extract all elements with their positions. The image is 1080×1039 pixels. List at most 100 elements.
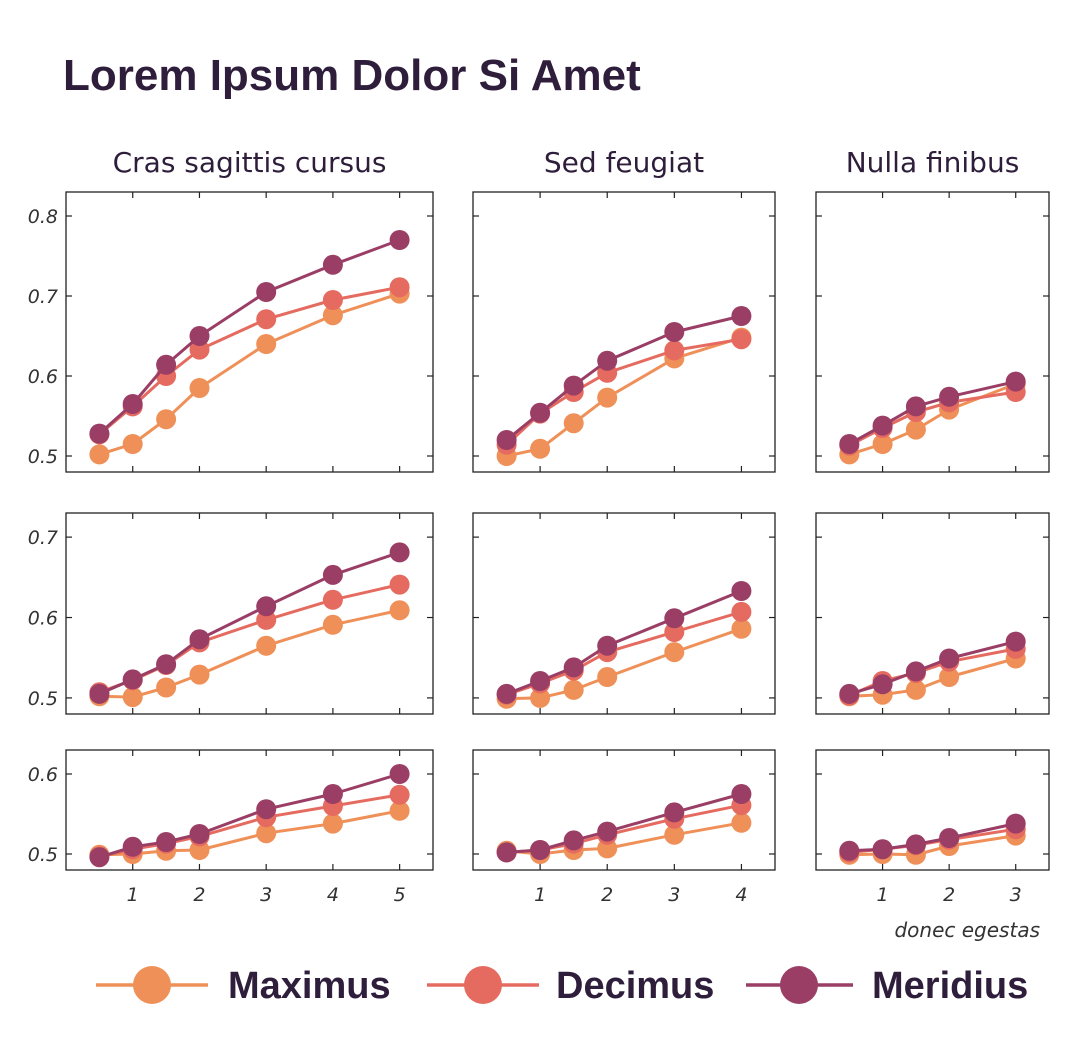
data-point-meridius: [256, 282, 277, 302]
data-point-meridius: [1005, 371, 1026, 392]
chart-title: Lorem Ipsum Dolor Si Amet: [63, 51, 641, 100]
legend-marker: [780, 966, 818, 1004]
column-title-2: Sed feugiat: [544, 146, 704, 179]
data-point-maximus: [731, 618, 752, 639]
data-point-meridius: [664, 608, 685, 629]
data-point-meridius: [389, 542, 410, 563]
data-point-meridius: [872, 415, 893, 436]
panel-frame: [815, 749, 1050, 871]
panels-grid: Cras sagittis cursus Sed feugiat Nulla fin…: [28, 146, 1050, 906]
y-tick-label: 0.8: [28, 206, 58, 228]
panel-frame: [472, 512, 776, 715]
panel-r3-c1: 0.5 0.6 1 2 3 4 5: [28, 749, 434, 906]
data-point-meridius: [905, 661, 926, 682]
data-point-meridius: [939, 386, 960, 407]
panel-frame: [472, 749, 776, 871]
data-point-meridius: [530, 840, 551, 860]
data-point-meridius: [89, 683, 110, 704]
data-point-maximus: [322, 614, 343, 635]
data-point-maximus: [731, 812, 752, 833]
data-point-meridius: [839, 683, 860, 704]
legend-item-maximus: Maximus: [96, 965, 391, 1007]
data-point-meridius: [122, 394, 143, 414]
x-tick-label: 3: [1010, 884, 1022, 906]
series-line-decimus: [99, 793, 400, 858]
legend-marker: [464, 966, 502, 1004]
data-point-meridius: [156, 354, 177, 375]
data-point-meridius: [530, 402, 551, 423]
panel-frame: [65, 191, 434, 473]
data-point-meridius: [839, 840, 860, 861]
data-point-meridius: [939, 648, 960, 669]
data-point-meridius: [597, 350, 618, 371]
x-tick-label: 5: [394, 884, 406, 906]
data-point-meridius: [872, 674, 893, 695]
x-axis-label: donec egestas: [894, 918, 1040, 942]
data-point-meridius: [905, 834, 926, 855]
data-point-decimus: [322, 290, 343, 310]
data-point-maximus: [189, 664, 210, 685]
column-title-3: Nulla finibus: [846, 146, 1020, 179]
panel-r1-c2: [472, 191, 776, 473]
data-point-meridius: [89, 423, 110, 444]
data-point-maximus: [597, 387, 618, 408]
x-tick-label: 3: [668, 884, 680, 906]
data-point-maximus: [256, 823, 277, 844]
y-tick-label: 0.6: [28, 608, 58, 630]
panel-r2-c2: [472, 512, 776, 715]
data-point-meridius: [389, 764, 410, 784]
data-point-meridius: [156, 654, 177, 675]
data-point-maximus: [389, 800, 410, 821]
data-point-maximus: [156, 409, 177, 430]
data-point-decimus: [664, 340, 685, 361]
data-point-meridius: [496, 842, 517, 863]
data-point-meridius: [322, 564, 343, 585]
panel-frame: [472, 191, 776, 473]
data-point-meridius: [563, 830, 584, 851]
data-point-meridius: [731, 306, 752, 326]
data-point-maximus: [872, 434, 893, 454]
panel-frame: [815, 512, 1050, 715]
data-point-decimus: [322, 589, 343, 610]
panel-r2-c3: [815, 512, 1050, 715]
data-point-meridius: [905, 396, 926, 417]
data-point-maximus: [189, 378, 210, 398]
y-tick-label: 0.6: [28, 764, 58, 786]
data-point-meridius: [89, 847, 110, 868]
data-point-maximus: [156, 677, 177, 698]
panel-r3-c3: 1 2 3: [815, 749, 1050, 906]
y-tick-label: 0.7: [28, 527, 58, 549]
y-tick-label: 0.5: [28, 446, 58, 468]
data-point-meridius: [839, 434, 860, 454]
y-tick-label: 0.5: [28, 688, 58, 710]
data-point-maximus: [122, 434, 143, 454]
data-point-meridius: [939, 828, 960, 848]
data-point-maximus: [563, 413, 584, 434]
data-point-meridius: [872, 839, 893, 860]
legend-label: Maximus: [228, 965, 391, 1007]
x-tick-label: 2: [943, 884, 955, 906]
data-point-meridius: [731, 581, 752, 601]
x-tick-label: 2: [601, 884, 613, 906]
data-point-decimus: [731, 601, 752, 622]
series-line-meridius: [98, 238, 401, 435]
data-point-meridius: [389, 230, 410, 250]
series-line-maximus: [506, 336, 742, 458]
data-point-meridius: [189, 629, 210, 650]
x-tick-label: 2: [193, 884, 205, 906]
y-tick-label: 0.7: [28, 286, 58, 308]
data-point-meridius: [122, 669, 143, 690]
panel-r1-c3: [815, 191, 1050, 473]
data-point-maximus: [597, 667, 618, 687]
data-point-maximus: [905, 419, 926, 440]
data-point-decimus: [256, 309, 277, 330]
x-tick-label: 4: [735, 884, 747, 906]
data-point-meridius: [597, 635, 618, 656]
y-tick-label: 0.5: [28, 844, 58, 866]
data-point-maximus: [89, 444, 110, 465]
panel-r2-c1: 0.5 0.6 0.7: [28, 512, 434, 715]
data-point-maximus: [664, 824, 685, 845]
x-tick-label: 1: [127, 884, 139, 906]
